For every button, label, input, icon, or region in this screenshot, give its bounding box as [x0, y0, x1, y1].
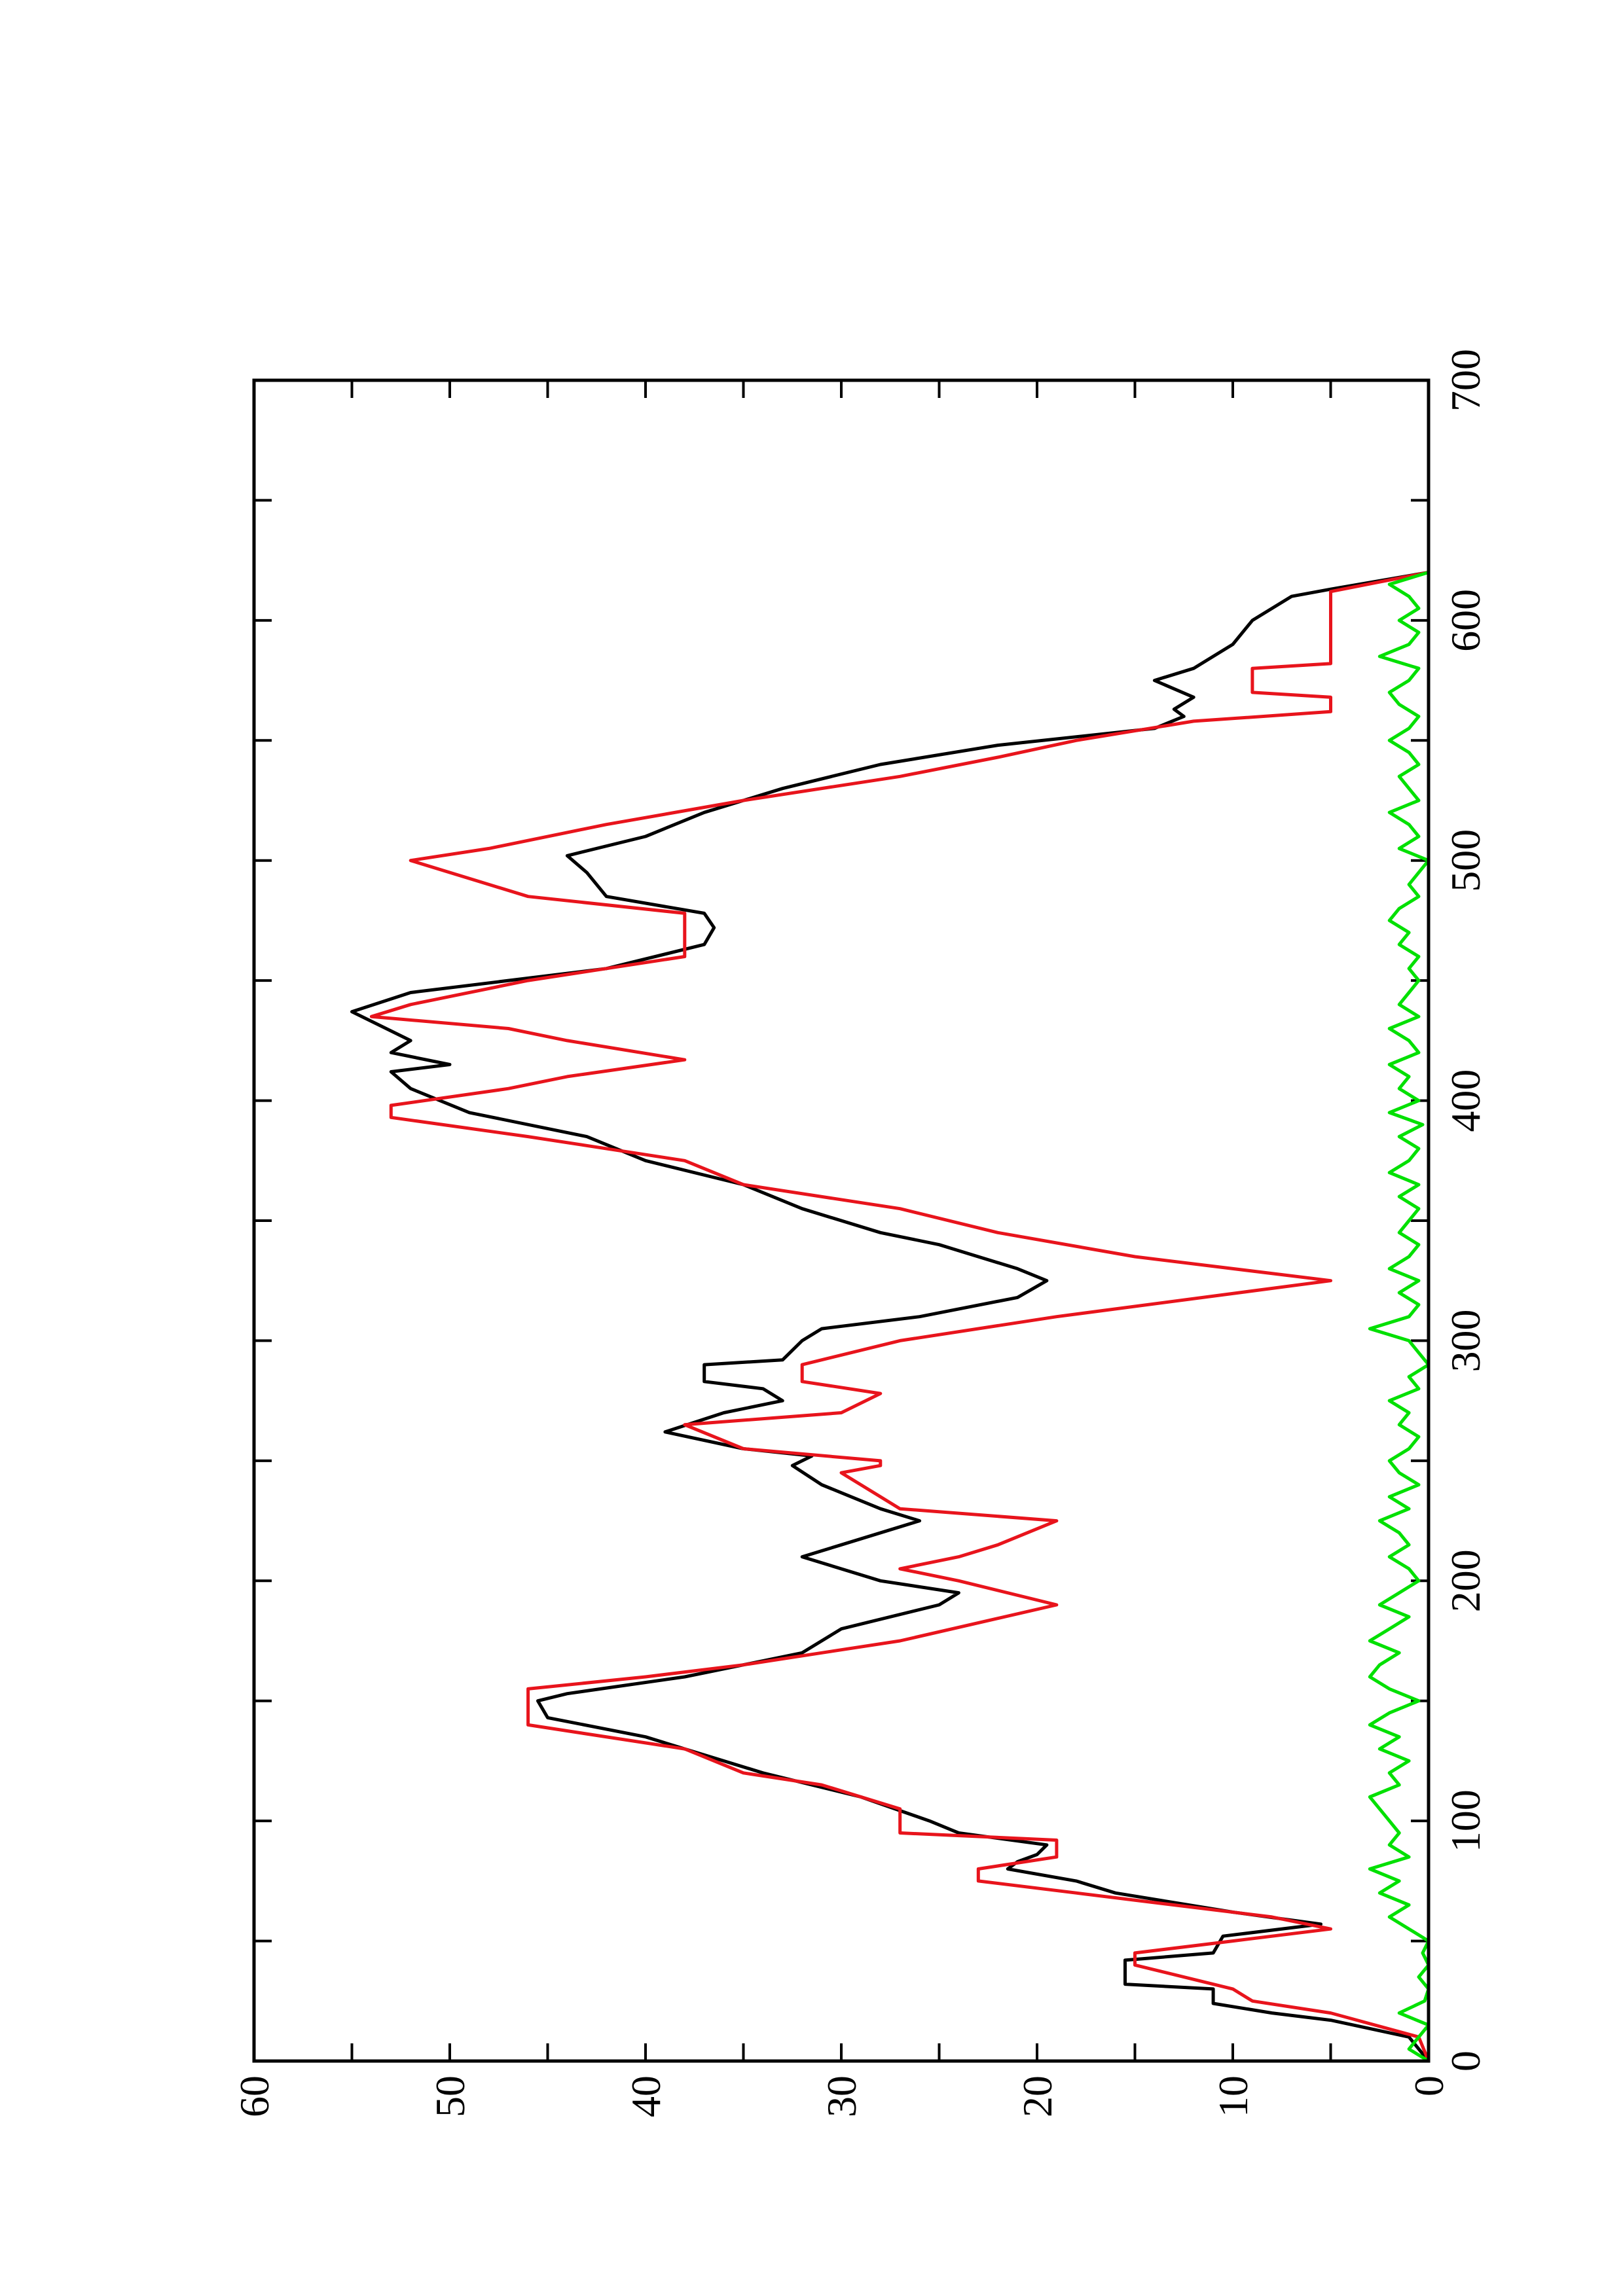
plot-area: 0 100 200 300 400 500 600 700 0 10 20 30 40 50 60: [231, 349, 1489, 2117]
line-series: [369, 571, 1431, 2062]
line-series: [350, 571, 1430, 2062]
x-tick-label: 600: [1442, 589, 1489, 652]
y-tick-label: 0: [1406, 2075, 1452, 2096]
y-tick-label: 50: [427, 2075, 473, 2117]
x-tick-label: 200: [1442, 1549, 1489, 1612]
plot-frame: [252, 378, 1431, 2063]
y-tick-label: 10: [1210, 2075, 1256, 2117]
x-tick-label: 400: [1442, 1069, 1489, 1132]
line-series: [1368, 571, 1431, 2063]
x-tick-label: 0: [1442, 2051, 1489, 2072]
y-tick-label: 20: [1014, 2075, 1061, 2117]
x-tick-label: 700: [1442, 349, 1489, 412]
y-tick-label: 40: [623, 2075, 669, 2117]
x-tick-label: 500: [1442, 829, 1489, 892]
x-tick-label: 100: [1442, 1789, 1489, 1852]
y-tick-label: 30: [818, 2075, 865, 2117]
x-tick-label: 300: [1442, 1309, 1489, 1372]
y-tick-label: 60: [231, 2075, 278, 2117]
